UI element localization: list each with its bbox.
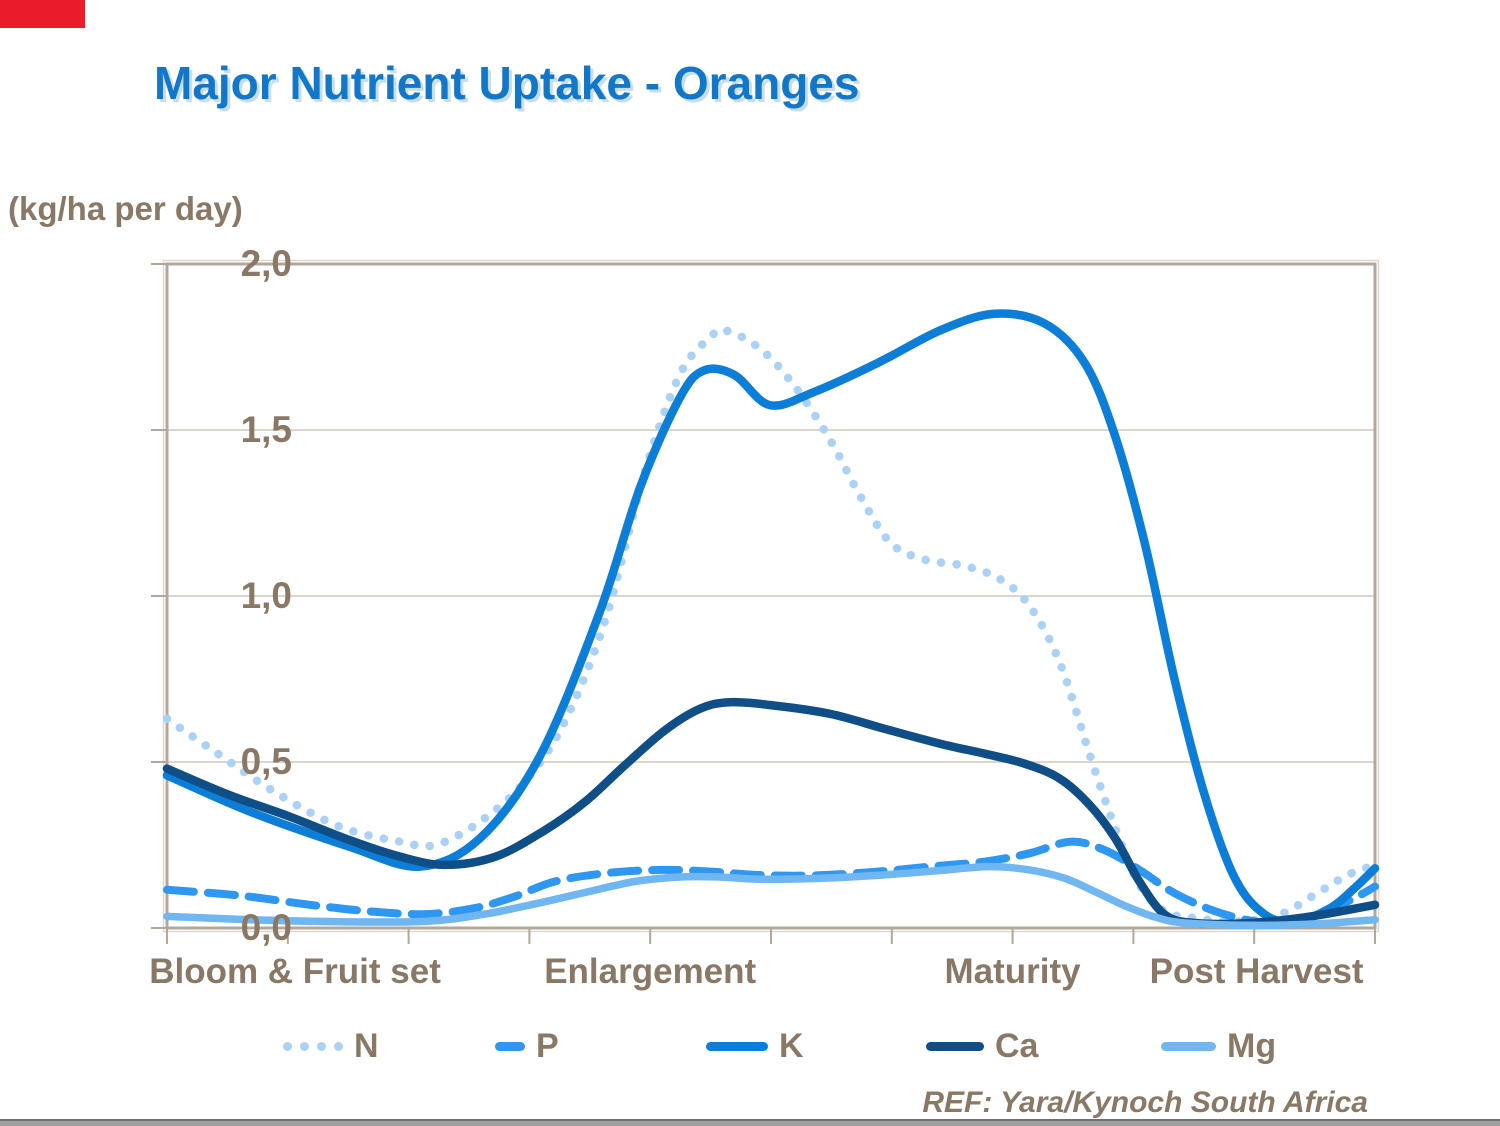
series-line-N: [162, 325, 1380, 926]
series-line-K: [162, 309, 1380, 927]
chart-canvas: [151, 259, 1380, 944]
legend-swatch-N: [283, 1041, 343, 1051]
legend-swatch-Ca: [926, 1041, 984, 1051]
footer-divider: [0, 1119, 1500, 1126]
legend-label: N: [354, 1027, 379, 1065]
reference-note: REF: Yara/Kynoch South Africa: [922, 1086, 1368, 1119]
legend-label: K: [779, 1027, 804, 1065]
y-tick-label: 0,5: [240, 741, 292, 782]
footer-divider-dark-line: [0, 1119, 1500, 1121]
legend-label: P: [536, 1027, 559, 1065]
legend-item-P: P: [495, 1026, 559, 1066]
series-line-Mg: [163, 862, 1379, 930]
brand-red-block: [0, 0, 85, 28]
nutrient-uptake-chart: 0,0 0,5 1,0 1,5 2,0: [150, 244, 1390, 950]
legend-item-Mg: Mg: [1161, 1026, 1276, 1066]
footer-divider-light-line: [0, 1121, 1500, 1126]
legend-item-N: N: [283, 1026, 379, 1066]
page-title: Major Nutrient Uptake - Oranges: [154, 57, 860, 109]
y-tick-label: 2,0: [240, 243, 292, 284]
x-stage-label: Enlargement: [544, 952, 757, 991]
x-stage-label: Maturity: [944, 952, 1081, 991]
legend-item-Ca: Ca: [926, 1026, 1038, 1066]
legend-swatch-K: [706, 1041, 768, 1051]
legend-swatch-Mg: [1161, 1041, 1216, 1051]
plot-border: [165, 262, 1377, 930]
y-tick-label: 1,5: [240, 409, 292, 450]
series-line-Ca: [162, 697, 1380, 929]
y-axis-unit-label: (kg/ha per day): [8, 190, 243, 227]
y-tick-label: 0,0: [240, 907, 292, 948]
legend-label: Mg: [1227, 1027, 1277, 1065]
y-tick-label: 1,0: [240, 575, 292, 616]
x-stage-label: Bloom & Fruit set: [149, 952, 441, 991]
x-stage-label: Post Harvest: [1149, 952, 1364, 991]
legend-item-K: K: [706, 1026, 804, 1066]
legend-label: Ca: [995, 1027, 1039, 1065]
legend-swatch-P: [495, 1041, 525, 1051]
